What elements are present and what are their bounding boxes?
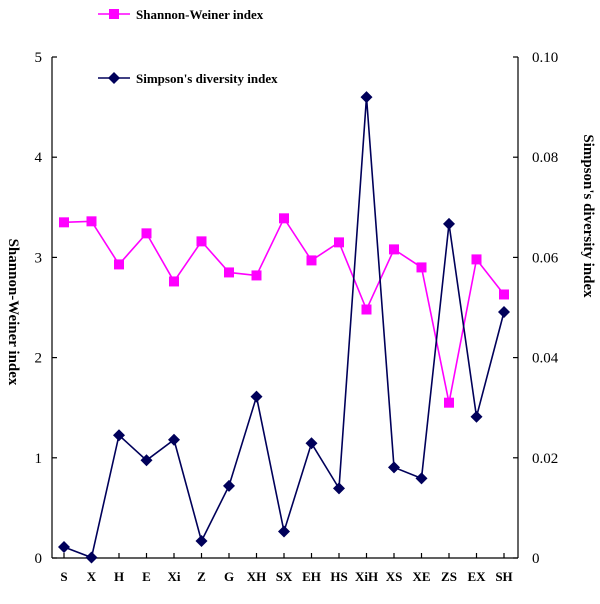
x-category-label: ZS: [441, 569, 457, 584]
data-point-diamond: [85, 551, 98, 564]
right-y-ticks: 0 0.02 0.04 0.06 0.08 0.10: [513, 50, 559, 567]
series-shannon: [59, 213, 509, 408]
data-point-diamond: [388, 461, 400, 474]
left-tick-label: 3: [35, 250, 43, 266]
right-tick-label: 0.10: [532, 50, 558, 66]
right-tick-label: 0.02: [532, 451, 558, 467]
data-point-square: [471, 254, 482, 265]
data-point-square: [499, 289, 509, 300]
data-point-diamond: [195, 534, 208, 547]
legend-label-simpson: Simpson's diversity index: [136, 71, 278, 86]
x-category-label: Xi: [168, 569, 181, 584]
right-tick-label: 0: [532, 551, 540, 567]
data-point-diamond: [113, 429, 125, 442]
left-y-ticks: 0 1 2 3 4 5: [35, 50, 57, 567]
x-category-label: X: [87, 569, 97, 584]
x-category-label: XH: [247, 569, 267, 584]
right-tick-label: 0.08: [532, 150, 558, 166]
x-category-label: S: [60, 569, 67, 584]
data-point-diamond: [305, 437, 318, 450]
right-axis-title: Simpson's diversity index: [580, 134, 596, 298]
data-point-square: [251, 270, 262, 281]
left-tick-label: 1: [35, 451, 43, 467]
right-tick-label: 0.04: [532, 351, 559, 367]
legend-label-shannon: Shannon-Weiner index: [136, 7, 264, 22]
series-line: [63, 216, 505, 403]
data-point-square: [224, 267, 234, 278]
x-category-label: XS: [386, 569, 403, 584]
left-tick-label: 0: [35, 551, 43, 567]
data-point-square: [416, 262, 427, 273]
data-point-diamond: [333, 482, 345, 495]
data-point-diamond: [278, 525, 290, 538]
x-category-label: EH: [302, 569, 321, 584]
data-point-diamond: [415, 472, 428, 485]
data-point-diamond: [140, 454, 153, 467]
data-point-diamond: [168, 433, 180, 446]
series-simpson: [58, 91, 510, 564]
data-point-diamond: [470, 410, 483, 423]
data-point-square: [444, 397, 454, 408]
x-category-label: G: [224, 569, 234, 584]
data-point-diamond: [223, 479, 235, 492]
x-category-label: HS: [330, 569, 347, 584]
data-point-diamond: [250, 390, 263, 403]
legend-marker-simpson: [108, 72, 120, 84]
plot-axes: [51, 57, 519, 559]
data-point-diamond: [498, 306, 510, 319]
left-tick-label: 4: [35, 150, 43, 166]
left-tick-label: 5: [35, 50, 43, 66]
x-category-label: XiH: [355, 569, 378, 584]
left-axis-title: Shannon-Weiner index: [5, 239, 21, 386]
data-point-square: [141, 228, 152, 239]
data-point-square: [306, 255, 317, 266]
x-category-label: Z: [197, 569, 206, 584]
data-point-square: [114, 259, 124, 270]
x-category-label: SX: [276, 569, 293, 584]
data-point-square: [169, 276, 179, 287]
series-layer: [58, 91, 510, 564]
data-point-diamond: [360, 91, 373, 104]
legend-item-shannon: Shannon-Weiner index: [98, 7, 264, 22]
legend-marker-shannon: [109, 9, 119, 19]
right-tick-label: 0.06: [532, 250, 559, 266]
data-point-diamond: [443, 217, 455, 230]
x-category-label: EX: [467, 569, 486, 584]
data-point-square: [59, 217, 69, 228]
x-category-label: H: [114, 569, 124, 584]
data-point-square: [389, 244, 399, 255]
x-category-ticks: S X H E Xi Z G XH SX EH HS XiH XS XE ZS EX SH: [60, 553, 513, 584]
left-tick-label: 2: [35, 351, 43, 367]
data-point-square: [196, 236, 207, 247]
x-category-label: SH: [495, 569, 512, 584]
legend: Shannon-Weiner index Simpson's diversity…: [98, 7, 278, 86]
x-category-label: E: [142, 569, 151, 584]
series-line: [63, 97, 505, 559]
data-point-square: [279, 213, 289, 224]
data-point-square: [361, 304, 372, 315]
x-category-label: XE: [412, 569, 430, 584]
data-point-square: [86, 216, 97, 227]
data-point-square: [334, 237, 344, 248]
legend-item-simpson: Simpson's diversity index: [98, 71, 278, 86]
data-point-diamond: [58, 540, 70, 553]
